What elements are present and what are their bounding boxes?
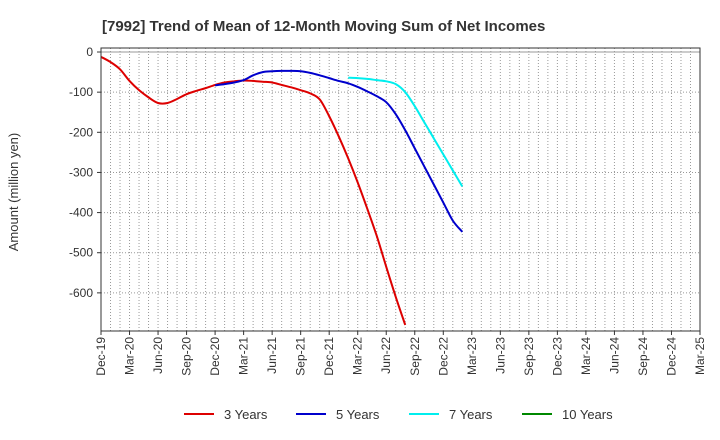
x-tick-label: Jun-21: [265, 337, 279, 374]
series-line-5-years: [214, 69, 464, 233]
legend: 3 Years 5 Years 7 Years 10 Years: [184, 407, 613, 422]
y-tick-label: -600: [69, 286, 93, 300]
x-tick-label: Mar-22: [351, 337, 365, 375]
x-tick-label: Jun-23: [493, 337, 507, 374]
x-tick-label: Jun-20: [151, 337, 165, 374]
x-tick-label: Mar-24: [579, 337, 593, 375]
y-tick-label: -300: [69, 165, 93, 179]
x-tick-label: Mar-21: [237, 337, 251, 375]
x-tick-label: Sep-20: [180, 337, 194, 376]
plot-frame: [100, 47, 701, 332]
x-ticks: Dec-19 Mar-20 Jun-20 Sep-20 Dec-20 Mar-21 Jun-…: [94, 331, 707, 376]
x-tick-label: Dec-22: [436, 337, 450, 376]
x-tick-label: Mar-20: [123, 337, 137, 375]
legend-label: 5 Years: [336, 407, 380, 422]
legend-label: 3 Years: [224, 407, 268, 422]
x-tick-label: Dec-19: [94, 337, 108, 376]
x-tick-label: Dec-23: [550, 337, 564, 376]
x-tick-label: Sep-23: [522, 337, 536, 376]
x-tick-label: Sep-21: [294, 337, 308, 376]
legend-label: 10 Years: [562, 407, 613, 422]
y-tick-label: -200: [69, 125, 93, 139]
y-tick-label: -400: [69, 206, 93, 220]
y-tick-label: -500: [69, 246, 93, 260]
x-tick-label: Dec-24: [664, 337, 678, 376]
x-tick-label: Dec-20: [208, 337, 222, 376]
series-lines: [100, 55, 464, 326]
x-tick-label: Dec-21: [322, 337, 336, 376]
y-ticks: 0 -100 -200 -300 -400 -500 -600: [69, 45, 101, 300]
x-tick-label: Jun-22: [379, 337, 393, 374]
x-tick-label: Sep-22: [408, 337, 422, 376]
grid: [101, 48, 700, 331]
legend-label: 7 Years: [449, 407, 493, 422]
x-tick-label: Mar-25: [693, 337, 707, 375]
y-axis-label: Amount (million yen): [6, 133, 21, 252]
x-tick-label: Sep-24: [636, 337, 650, 376]
x-tick-label: Mar-23: [465, 337, 479, 375]
x-tick-label: Jun-24: [607, 337, 621, 374]
series-line-7-years: [348, 76, 464, 187]
y-tick-label: -100: [69, 85, 93, 99]
series-line-3-years: [100, 55, 407, 326]
chart-title: [7992] Trend of Mean of 12-Month Moving …: [102, 18, 545, 35]
y-tick-label: 0: [86, 45, 93, 59]
